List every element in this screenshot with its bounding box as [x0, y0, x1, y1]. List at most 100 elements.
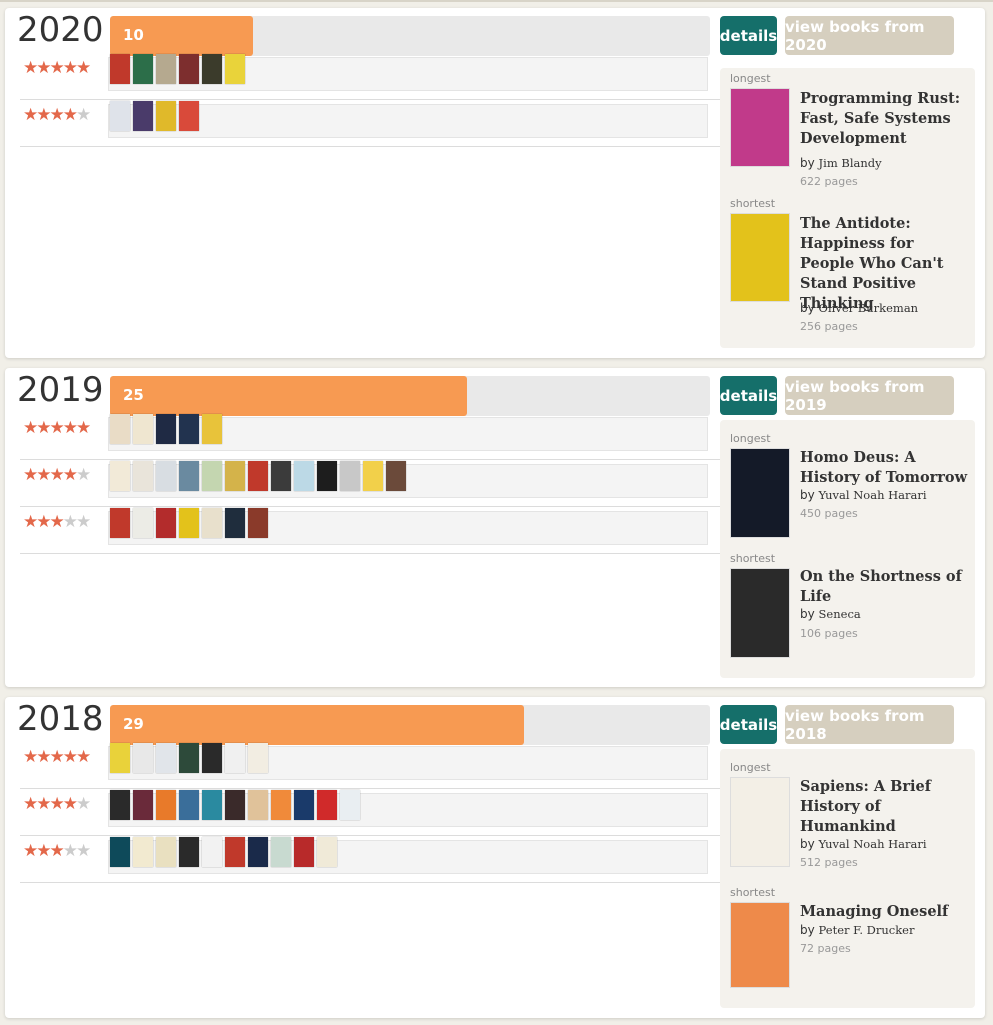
book-cover-thumbnail[interactable]	[156, 461, 176, 491]
book-cover-thumbnail[interactable]	[294, 461, 314, 491]
book-cover-thumbnail[interactable]	[156, 790, 176, 820]
book-cover-thumbnail[interactable]	[202, 508, 222, 538]
book-cover-thumbnail[interactable]	[156, 508, 176, 538]
book-cover-thumbnail[interactable]	[248, 508, 268, 538]
book-cover-thumbnail[interactable]	[110, 790, 130, 820]
book-cover-thumbnail[interactable]	[248, 837, 268, 867]
longest-book-title[interactable]: Programming Rust: Fast, Safe Systems Dev…	[800, 90, 961, 147]
book-cover-thumbnail[interactable]	[110, 743, 130, 773]
book-cover-thumbnail[interactable]	[156, 743, 176, 773]
books-count-bar[interactable]: 25	[110, 376, 710, 416]
shortest-book-title[interactable]: Managing Oneself	[800, 903, 949, 920]
book-cover-thumbnail[interactable]	[317, 461, 337, 491]
longest-book-title[interactable]: Sapiens: A Brief History of Humankind	[800, 778, 932, 835]
book-cover-thumbnail[interactable]	[179, 837, 199, 867]
book-cover-thumbnail[interactable]	[110, 101, 130, 131]
book-cover-thumbnail[interactable]	[156, 837, 176, 867]
book-cover-thumbnail[interactable]	[179, 414, 199, 444]
book-cover-thumbnail[interactable]	[248, 743, 268, 773]
book-cover-thumbnail[interactable]	[179, 743, 199, 773]
book-cover-thumbnail[interactable]	[110, 461, 130, 491]
book-cover-thumbnail[interactable]	[340, 790, 360, 820]
book-cover-thumbnail[interactable]	[133, 461, 153, 491]
longest-book-title[interactable]: Homo Deus: A History of Tomorrow	[800, 449, 968, 486]
shortest-book-author[interactable]: Oliver Burkeman	[818, 301, 919, 315]
book-cover-thumbnail[interactable]	[156, 414, 176, 444]
books-count-bar[interactable]: 10	[110, 16, 710, 56]
shortest-book-cover[interactable]	[730, 213, 790, 302]
book-cover-thumbnail[interactable]	[225, 508, 245, 538]
longest-book-author[interactable]: Jim Blandy	[818, 156, 882, 170]
book-cover-thumbnail[interactable]	[133, 508, 153, 538]
view-books-button[interactable]: view books from 2020	[785, 16, 954, 55]
view-books-button[interactable]: view books from 2018	[785, 705, 954, 744]
book-cover-thumbnail[interactable]	[110, 837, 130, 867]
book-cover-thumbnail[interactable]	[156, 101, 176, 131]
book-cover-thumbnail[interactable]	[294, 837, 314, 867]
shortest-book-pages: 72 pages	[800, 942, 851, 955]
book-cover-thumbnail[interactable]	[133, 790, 153, 820]
longest-shortest-panel: longest Homo Deus: A History of Tomorrow…	[720, 420, 975, 678]
book-cover-thumbnail[interactable]	[110, 414, 130, 444]
star-icon: ★	[49, 105, 65, 125]
book-cover-thumbnail[interactable]	[225, 790, 245, 820]
longest-book-cover[interactable]	[730, 88, 790, 167]
book-cover-thumbnail[interactable]	[133, 101, 153, 131]
book-cover-thumbnail[interactable]	[202, 743, 222, 773]
book-cover-thumbnail[interactable]	[133, 54, 153, 84]
details-button[interactable]: details	[720, 376, 777, 415]
star-icon: ★	[62, 465, 78, 485]
book-cover-thumbnail[interactable]	[202, 54, 222, 84]
book-cover-thumbnail[interactable]	[248, 790, 268, 820]
book-cover-thumbnail[interactable]	[179, 461, 199, 491]
book-cover-thumbnail[interactable]	[317, 790, 337, 820]
shortest-book-title[interactable]: The Antidote: Happiness for People Who C…	[800, 215, 944, 312]
shortest-book-title[interactable]: On the Shortness of Life	[800, 568, 962, 605]
book-cover-thumbnail[interactable]	[225, 461, 245, 491]
book-cover-thumbnail[interactable]	[317, 837, 337, 867]
book-cover-thumbnail[interactable]	[271, 461, 291, 491]
details-button[interactable]: details	[720, 16, 777, 55]
book-cover-thumbnail[interactable]	[133, 837, 153, 867]
shortest-book-author[interactable]: Seneca	[818, 607, 861, 621]
book-cover-thumbnail[interactable]	[179, 54, 199, 84]
longest-book-cover[interactable]	[730, 777, 790, 867]
book-cover-thumbnail[interactable]	[248, 461, 268, 491]
book-shelf	[108, 508, 708, 545]
book-cover-thumbnail[interactable]	[179, 101, 199, 131]
book-cover-thumbnail[interactable]	[271, 837, 291, 867]
book-cover-thumbnail[interactable]	[202, 414, 222, 444]
view-books-button[interactable]: view books from 2019	[785, 376, 954, 415]
book-cover-thumbnail[interactable]	[340, 461, 360, 491]
shortest-book-author[interactable]: Peter F. Drucker	[818, 923, 915, 937]
rating-row-5-stars: ★★★★★	[20, 53, 720, 100]
book-cover-thumbnail[interactable]	[179, 790, 199, 820]
star-icon: ★	[62, 794, 78, 814]
book-cover-thumbnail[interactable]	[110, 54, 130, 84]
longest-book-pages: 512 pages	[800, 856, 858, 869]
shortest-book-cover[interactable]	[730, 902, 790, 988]
star-icon: ★	[36, 747, 51, 767]
book-cover-thumbnail[interactable]	[294, 790, 314, 820]
book-cover-thumbnail[interactable]	[202, 790, 222, 820]
book-cover-thumbnail[interactable]	[133, 743, 153, 773]
book-cover-thumbnail[interactable]	[225, 743, 245, 773]
longest-book-author[interactable]: Yuval Noah Harari	[818, 488, 927, 502]
book-cover-thumbnail[interactable]	[179, 508, 199, 538]
books-count-bar[interactable]: 29	[110, 705, 710, 745]
book-cover-thumbnail[interactable]	[110, 508, 130, 538]
shortest-book-cover[interactable]	[730, 568, 790, 658]
book-cover-thumbnail[interactable]	[202, 461, 222, 491]
book-cover-thumbnail[interactable]	[202, 837, 222, 867]
book-cover-thumbnail[interactable]	[133, 414, 153, 444]
longest-book-cover[interactable]	[730, 448, 790, 538]
book-cover-thumbnail[interactable]	[363, 461, 383, 491]
book-cover-thumbnail[interactable]	[225, 54, 245, 84]
book-cover-thumbnail[interactable]	[386, 461, 406, 491]
longest-book-author[interactable]: Yuval Noah Harari	[818, 837, 927, 851]
star-icon: ★	[62, 512, 78, 532]
book-cover-thumbnail[interactable]	[156, 54, 176, 84]
book-cover-thumbnail[interactable]	[271, 790, 291, 820]
details-button[interactable]: details	[720, 705, 777, 744]
book-cover-thumbnail[interactable]	[225, 837, 245, 867]
